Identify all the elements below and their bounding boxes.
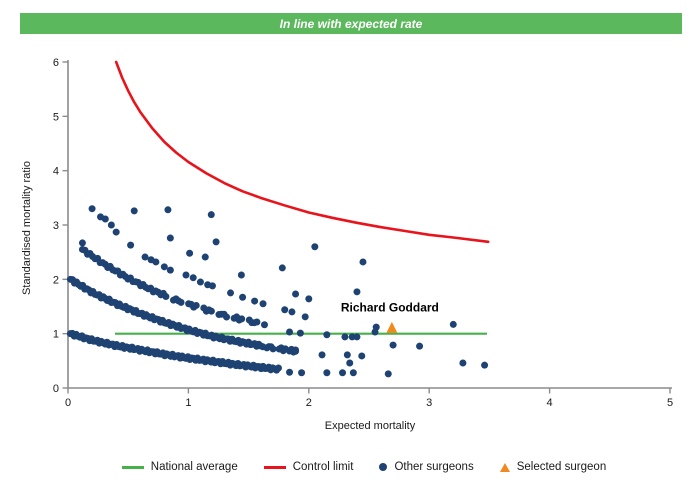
y-tick-label: 5 [53, 111, 59, 123]
funnel-plot-chart[interactable]: Standardised mortality ratio Expected mo… [0, 0, 700, 450]
x-tick-label: 4 [547, 397, 553, 409]
other-surgeons-dot-swatch [379, 463, 388, 471]
legend-label: National average [150, 461, 238, 473]
control-limit-line-swatch [263, 465, 286, 469]
plot-area: 0 1 2 3 4 5 6 0 1 2 3 4 5 Richard Goddard [53, 57, 673, 409]
legend-item-national-average: National average [121, 461, 238, 473]
legend-label: Selected surgeon [516, 461, 607, 473]
y-tick-label: 0 [53, 383, 59, 395]
control-limit-curve [114, 60, 490, 244]
selected-surgeon-triangle-swatch [499, 462, 510, 472]
x-tick-label: 0 [65, 397, 71, 409]
legend-item-other-surgeons: Other surgeons [379, 461, 474, 473]
x-tick-label: 3 [426, 397, 432, 409]
y-tick-label: 6 [53, 57, 59, 69]
chart-legend: National average Control limit Other sur… [0, 461, 700, 473]
selected-surgeon-marker[interactable] [386, 321, 398, 333]
y-tick-label: 2 [53, 274, 59, 286]
national-average-line-swatch [121, 465, 144, 469]
status-banner-text: In line with expected rate [279, 16, 423, 31]
x-tick-label: 2 [306, 397, 312, 409]
legend-label: Control limit [292, 461, 354, 473]
other-surgeons-dots[interactable] [66, 205, 489, 378]
y-tick-label: 3 [53, 220, 59, 232]
x-tick-label: 1 [185, 397, 191, 409]
status-banner: In line with expected rate [20, 13, 682, 34]
legend-item-control-limit: Control limit [263, 461, 354, 473]
x-axis-title: Expected mortality [325, 420, 416, 432]
x-tick-label: 5 [667, 397, 673, 409]
selected-surgeon-label: Richard Goddard [341, 300, 439, 314]
y-tick-label: 4 [53, 166, 59, 178]
y-axis-title: Standardised mortality ratio [21, 161, 33, 295]
legend-item-selected-surgeon: Selected surgeon [499, 461, 607, 473]
y-tick-label: 1 [53, 329, 59, 341]
legend-label: Other surgeons [394, 461, 474, 473]
